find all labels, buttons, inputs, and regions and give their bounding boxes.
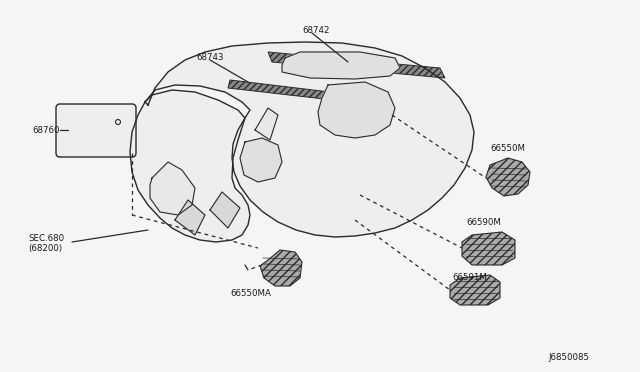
Polygon shape <box>462 232 515 265</box>
Text: 68760: 68760 <box>32 125 60 135</box>
Text: 68743: 68743 <box>196 52 223 61</box>
Text: (68200): (68200) <box>28 244 62 253</box>
Text: 66550MA: 66550MA <box>230 289 271 298</box>
Polygon shape <box>268 52 445 78</box>
Text: J6850085: J6850085 <box>548 353 589 362</box>
Polygon shape <box>145 42 474 237</box>
Text: 66550M: 66550M <box>490 144 525 153</box>
Polygon shape <box>318 82 395 138</box>
Polygon shape <box>240 138 282 182</box>
Text: 68742: 68742 <box>302 26 330 35</box>
Polygon shape <box>450 275 500 305</box>
Text: SEC.680: SEC.680 <box>28 234 64 243</box>
Polygon shape <box>150 162 195 215</box>
Polygon shape <box>260 250 302 286</box>
Text: 66590M: 66590M <box>466 218 501 227</box>
Polygon shape <box>255 108 278 140</box>
Text: 66591M: 66591M <box>452 273 487 282</box>
FancyBboxPatch shape <box>56 104 136 157</box>
Polygon shape <box>130 90 250 242</box>
Polygon shape <box>210 192 240 228</box>
Polygon shape <box>228 80 333 100</box>
Polygon shape <box>486 158 530 196</box>
Polygon shape <box>175 200 205 235</box>
Polygon shape <box>282 52 400 79</box>
